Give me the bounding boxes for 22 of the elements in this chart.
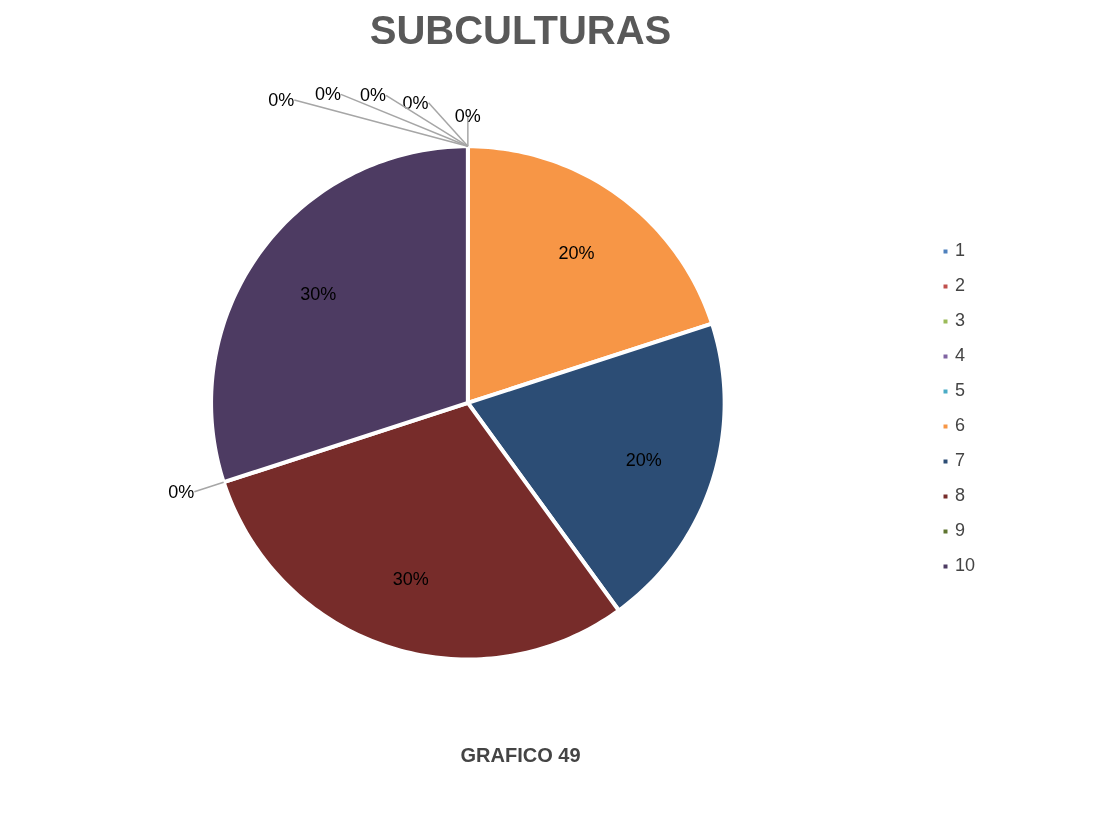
legend-label: 1 — [955, 240, 966, 261]
legend-label: 2 — [955, 275, 966, 296]
text: 0% — [454, 105, 481, 126]
text: 0% — [359, 85, 386, 106]
text: 0% — [314, 84, 341, 105]
legend-label: 8 — [955, 485, 966, 506]
text: GRAFICO 49 — [460, 743, 581, 766]
legend-label: 7 — [955, 450, 966, 471]
legend-label: 4 — [955, 345, 966, 366]
data-label: 20% — [558, 243, 595, 264]
legend-label: 5 — [955, 380, 966, 401]
text: 0% — [402, 92, 429, 113]
data-label: 20% — [625, 450, 662, 471]
text: 0% — [268, 90, 295, 111]
data-label: 30% — [392, 568, 429, 589]
chart-title: SUBCULTURAS — [369, 7, 672, 52]
legend-label: 10 — [955, 555, 976, 576]
legend-label: 6 — [955, 415, 966, 436]
data-label: 30% — [300, 284, 337, 305]
text: 0% — [168, 481, 195, 502]
legend-label: 3 — [955, 310, 966, 331]
legend-label: 9 — [955, 520, 966, 541]
